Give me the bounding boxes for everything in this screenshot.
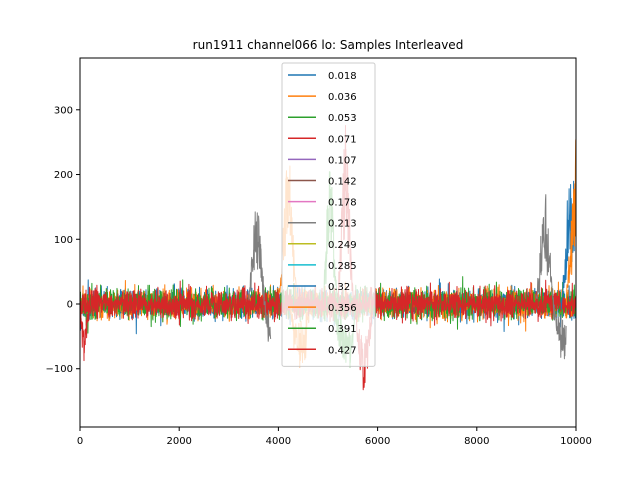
legend-label: 0.036: [328, 92, 357, 103]
legend-label: 0.391: [328, 324, 357, 335]
plot-frame: [79, 57, 577, 428]
series-0.427-burst-1: [80, 298, 91, 362]
legend-label: 0.249: [328, 240, 357, 251]
y-tick-label: 100: [54, 235, 73, 246]
x-tick-label: 10000: [560, 436, 592, 447]
legend: 0.018 0.036 0.053 0.071 0.107 0.142 0.178 0.213…: [281, 62, 376, 367]
chart-title: run1911 channel066 lo: Samples Interleav…: [193, 38, 464, 52]
x-tick-label: 6000: [365, 436, 390, 447]
y-tick-label: 0: [67, 300, 73, 311]
y-tick-label: −100: [46, 364, 73, 375]
x-tick-label: 0: [77, 436, 83, 447]
legend-label: 0.356: [328, 303, 357, 314]
y-axis: −100 0 100 200 300: [46, 105, 80, 375]
series-0.036-burst-2: [565, 138, 576, 306]
x-tick-label: 2000: [166, 436, 191, 447]
legend-label: 0.427: [328, 345, 357, 356]
legend-label: 0.018: [328, 71, 357, 82]
y-tick-label: 300: [54, 105, 73, 116]
legend-label: 0.053: [328, 113, 357, 124]
legend-label: 0.107: [328, 155, 357, 166]
legend-box: [281, 62, 376, 367]
legend-label: 0.178: [328, 198, 357, 209]
legend-label: 0.213: [328, 219, 357, 230]
legend-label: 0.142: [328, 177, 357, 188]
legend-label: 0.071: [328, 134, 357, 145]
x-tick-label: 4000: [266, 436, 291, 447]
x-axis: 0 2000 4000 6000 8000 10000: [77, 427, 592, 447]
x-tick-label: 8000: [464, 436, 489, 447]
legend-label: 0.32: [328, 282, 350, 293]
legend-label: 0.285: [328, 261, 357, 272]
y-tick-label: 200: [54, 170, 73, 181]
series-0.213-burst-1: [248, 211, 272, 342]
series-0.213-burst-2: [535, 194, 567, 360]
